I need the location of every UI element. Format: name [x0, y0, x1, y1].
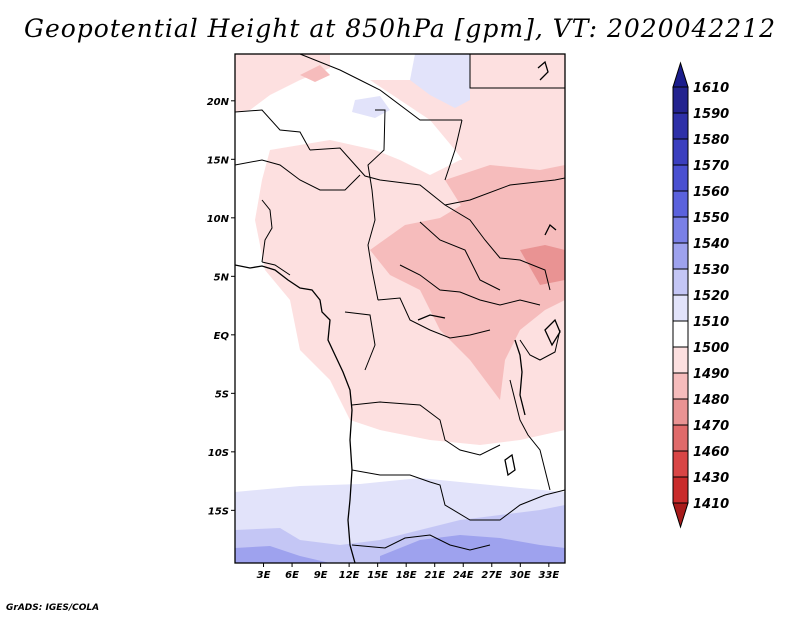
colorbar-segment	[672, 112, 689, 140]
colorbar-segment	[672, 268, 689, 296]
colorbar-label: 1610	[693, 81, 729, 96]
colorbar: 1610 1590 1580 1570 1560 1550 1540 1530 1520 1510…	[672, 61, 729, 529]
colorbar-label: 1560	[693, 185, 729, 200]
colorbar-segment	[672, 424, 689, 452]
colorbar-label: 1510	[693, 315, 729, 330]
colorbar-label: 1520	[693, 289, 729, 304]
colorbar-label: 1540	[693, 237, 729, 252]
colorbar-segment	[672, 190, 689, 218]
colorbar-label: 1500	[693, 341, 729, 356]
colorbar-label: 1580	[693, 133, 729, 148]
lat-tick-label: EQ	[214, 331, 230, 342]
colorbar-segment	[672, 164, 689, 192]
colorbar-label: 1550	[693, 211, 729, 226]
longitude-axis: 3E 6E 9E 12E 15E 18E 21E 24E 27E 30E 33E	[257, 563, 559, 581]
colorbar-label: 1460	[693, 445, 729, 460]
colorbar-top-arrow	[672, 61, 689, 88]
colorbar-segment	[672, 86, 689, 114]
colorbar-label: 1480	[693, 393, 729, 408]
lon-tick-label: 9E	[314, 570, 328, 581]
colorbar-bottom-arrow	[672, 502, 689, 529]
lon-tick-label: 12E	[339, 570, 360, 581]
lakes	[417, 223, 561, 477]
colorbar-label: 1410	[693, 497, 729, 512]
latitude-axis: 20N 15N 10N 5N EQ 5S 10S 15S	[207, 97, 235, 517]
lon-tick-label: 24E	[453, 570, 474, 581]
map-title: Geopotential Height at 850hPa [gpm], VT:…	[23, 14, 777, 43]
country-borders	[235, 54, 565, 551]
colorbar-segment	[672, 294, 689, 322]
colorbar-label: 1530	[693, 263, 729, 278]
colorbar-segment	[672, 138, 689, 166]
colorbar-label: 1490	[693, 367, 729, 382]
colorbar-segment	[672, 216, 689, 244]
colorbar-segment	[672, 242, 689, 270]
lon-tick-label: 3E	[257, 570, 271, 581]
colorbar-segment	[672, 346, 689, 374]
colorbar-segment	[672, 372, 689, 400]
geopotential-field	[235, 54, 565, 563]
lat-tick-label: 15S	[208, 506, 229, 517]
lat-tick-label: 15N	[207, 155, 230, 166]
colorbar-segment	[672, 398, 689, 426]
map-frame	[234, 53, 566, 564]
colorbar-label: 1590	[693, 107, 729, 122]
lat-tick-label: 5N	[214, 272, 230, 283]
colorbar-label: 1430	[693, 471, 729, 486]
lon-tick-label: 33E	[538, 570, 559, 581]
lon-tick-label: 27E	[481, 570, 502, 581]
colorbar-segment	[672, 476, 689, 504]
lon-tick-label: 30E	[510, 570, 531, 581]
colorbar-segment	[672, 450, 689, 478]
grads-credit: GrADS: IGES/COLA	[6, 603, 100, 613]
coastline	[235, 264, 356, 563]
lat-tick-label: 10N	[207, 214, 230, 225]
lat-tick-label: 10S	[208, 448, 229, 459]
lat-tick-label: 5S	[215, 389, 229, 400]
lon-tick-label: 15E	[367, 570, 388, 581]
colorbar-segment	[672, 320, 689, 348]
lon-tick-label: 6E	[285, 570, 299, 581]
lat-tick-label: 20N	[207, 97, 230, 108]
lon-tick-label: 21E	[424, 570, 445, 581]
colorbar-label: 1470	[693, 419, 729, 434]
lon-tick-label: 18E	[396, 570, 417, 581]
colorbar-label: 1570	[693, 159, 729, 174]
